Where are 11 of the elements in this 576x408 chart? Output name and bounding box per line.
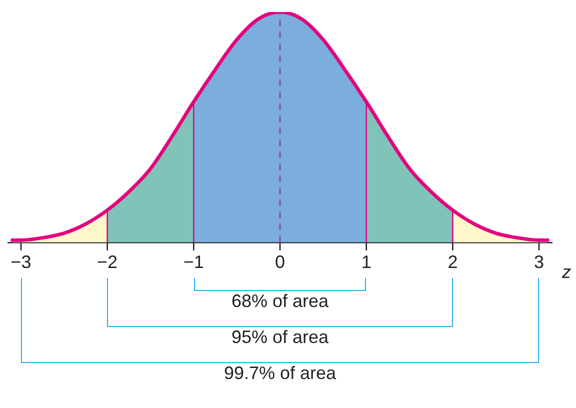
x-tick-label: −2 xyxy=(97,252,118,272)
x-tick-label: 0 xyxy=(274,252,286,272)
text: 99.7% of area xyxy=(220,363,340,384)
x-tick-label: 2 xyxy=(448,252,458,272)
x-tick-label: 3 xyxy=(534,252,544,272)
x-tick-label: −3 xyxy=(10,252,32,272)
text: 95% of area xyxy=(228,327,332,348)
x-tick-label: −1 xyxy=(183,252,204,272)
x-tick-label: 1 xyxy=(361,252,372,272)
x-axis-title: z xyxy=(562,262,571,284)
text: 68% of area xyxy=(228,291,332,312)
